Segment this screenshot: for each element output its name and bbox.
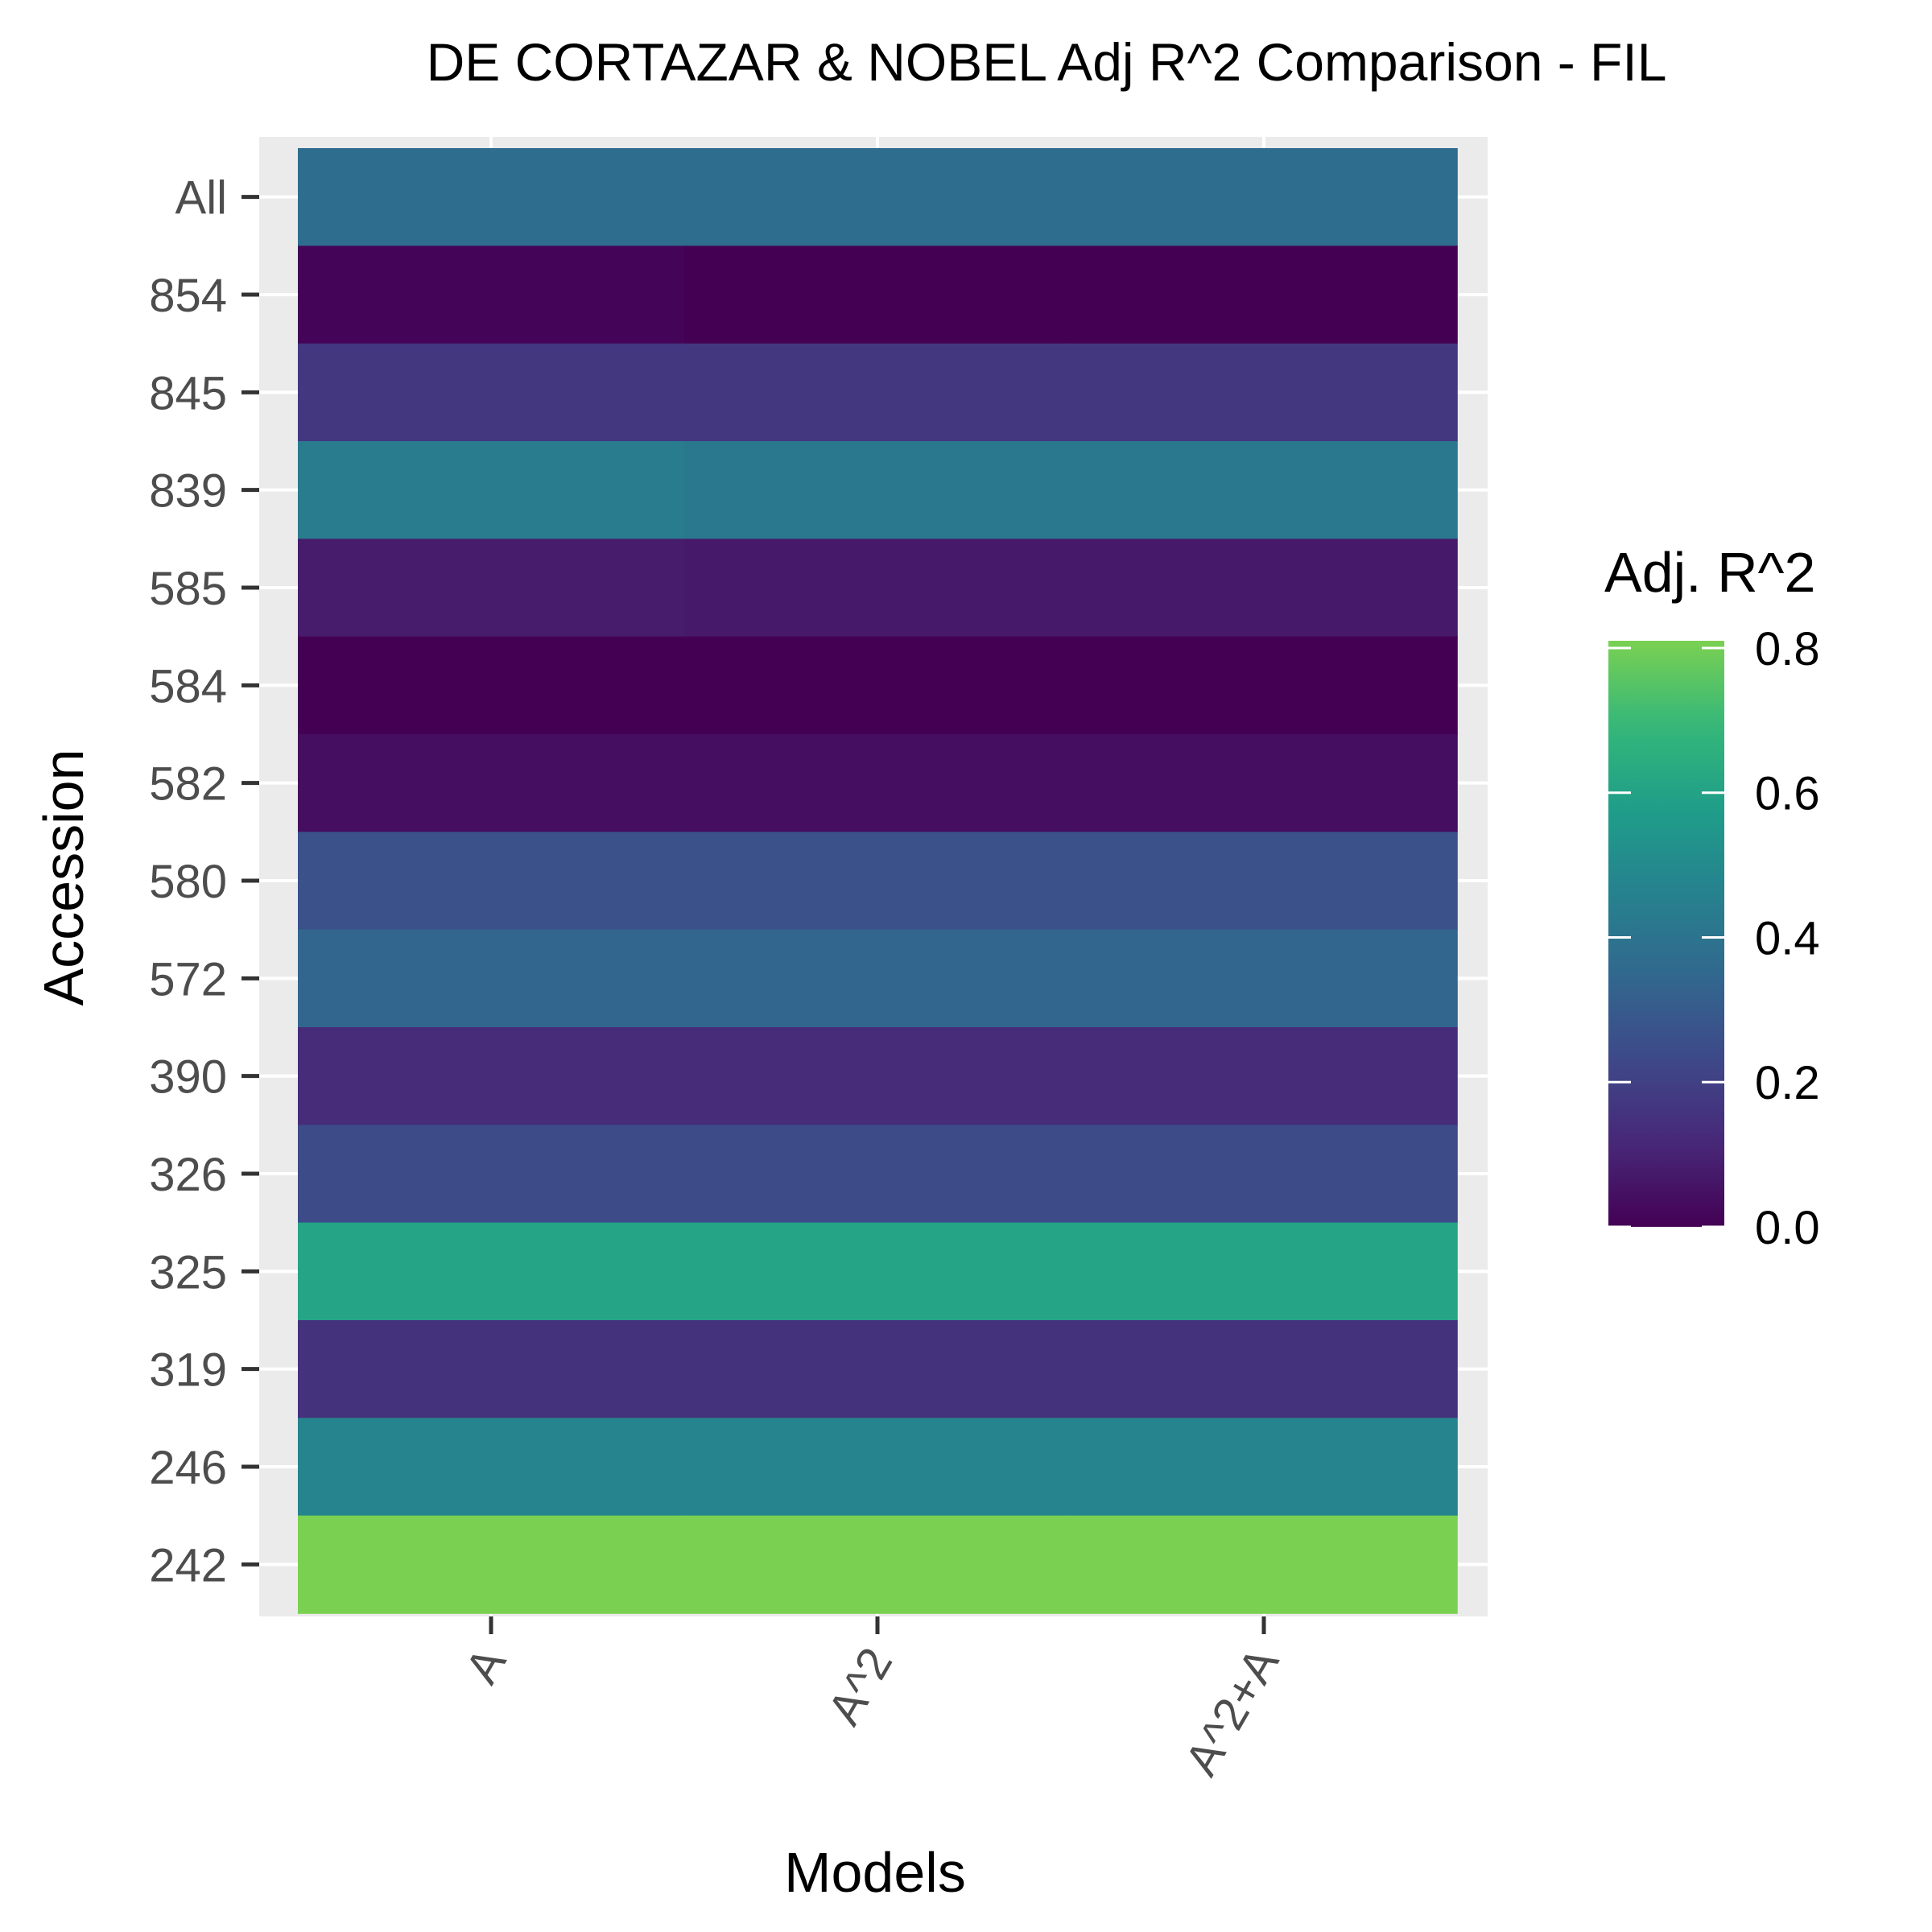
heatmap-cell xyxy=(684,1222,1071,1321)
heatmap-cell xyxy=(1071,1515,1458,1614)
x-tick-label: A^2+A xyxy=(1175,1639,1290,1785)
y-tick-label: 326 xyxy=(149,1149,227,1201)
colorbar-ticks: 0.0 0.2 0.4 0.6 0.8 xyxy=(1608,623,1820,1254)
y-tick-label: 584 xyxy=(149,660,227,712)
heatmap-cell xyxy=(298,246,685,345)
y-tick-label: 572 xyxy=(149,953,227,1005)
heatmap-cell xyxy=(298,1027,685,1126)
heatmap-cell xyxy=(1071,1418,1458,1517)
heatmap-cell xyxy=(298,1222,685,1321)
heatmap-cell xyxy=(298,1320,685,1419)
y-tick-label: 242 xyxy=(149,1539,227,1591)
heatmap-cell xyxy=(1071,636,1458,735)
heatmap-cell xyxy=(684,929,1071,1028)
heatmap-cell xyxy=(298,343,685,442)
chart-title: DE CORTAZAR & NOBEL Adj R^2 Comparison -… xyxy=(427,32,1667,92)
heatmap-cell xyxy=(1071,1320,1458,1419)
heatmap-cell xyxy=(298,734,685,833)
heatmap-tiles xyxy=(298,148,1458,1614)
heatmap-cell xyxy=(1071,539,1458,638)
y-tick-label: 580 xyxy=(149,856,227,908)
y-tick-label: All xyxy=(175,172,227,225)
heatmap-cell xyxy=(684,1125,1071,1224)
heatmap-cell xyxy=(684,1515,1071,1614)
heatmap-cell xyxy=(1071,734,1458,833)
x-tick-label: A xyxy=(456,1639,517,1692)
heatmap-cell xyxy=(684,1418,1071,1517)
heatmap-cell xyxy=(684,441,1071,540)
heatmap-cell xyxy=(684,246,1071,345)
heatmap-cell xyxy=(298,1515,685,1614)
heatmap-cell xyxy=(684,636,1071,735)
heatmap-cell xyxy=(1071,148,1458,247)
heatmap-cell xyxy=(684,1320,1071,1419)
y-tick-label: 845 xyxy=(149,367,227,419)
heatmap-cell xyxy=(298,441,685,540)
heatmap-cell xyxy=(1071,441,1458,540)
heatmap-cell xyxy=(298,148,685,247)
x-axis: A A^2 A^2+A xyxy=(456,1616,1290,1785)
heatmap-cell xyxy=(1071,1027,1458,1126)
heatmap-cell xyxy=(684,734,1071,833)
heatmap-cell xyxy=(298,539,685,638)
heatmap-cell xyxy=(684,832,1071,931)
heatmap-cell xyxy=(684,539,1071,638)
heatmap-cell xyxy=(298,1125,685,1224)
colorbar-tick-label: 0.0 xyxy=(1755,1202,1820,1254)
y-tick-label: 319 xyxy=(149,1344,227,1397)
heatmap-cell xyxy=(298,832,685,931)
y-tick-label: 325 xyxy=(149,1246,227,1298)
heatmap-cell xyxy=(298,929,685,1028)
x-axis-title: Models xyxy=(784,1841,966,1904)
heatmap-cell xyxy=(298,1418,685,1517)
heatmap-cell xyxy=(684,148,1071,247)
y-tick-label: 854 xyxy=(149,270,227,322)
colorbar-title: Adj. R^2 xyxy=(1604,541,1815,604)
colorbar-tick-label: 0.2 xyxy=(1755,1057,1820,1109)
y-tick-label: 585 xyxy=(149,563,227,615)
colorbar-gradient xyxy=(1608,641,1724,1227)
y-tick-label: 582 xyxy=(149,758,227,811)
colorbar-tick-label: 0.8 xyxy=(1755,623,1820,675)
colorbar-tick-label: 0.6 xyxy=(1755,768,1820,820)
heatmap-cell xyxy=(684,1027,1071,1126)
heatmap-cell xyxy=(1071,1125,1458,1224)
heatmap-cell xyxy=(1071,343,1458,442)
heatmap-cell xyxy=(1071,246,1458,345)
colorbar-legend: Adj. R^2 0.0 0.2 0.4 0.6 0.8 xyxy=(1604,541,1820,1254)
colorbar-tick-label: 0.4 xyxy=(1755,912,1820,964)
x-tick-label: A^2 xyxy=(818,1639,902,1734)
y-axis-title: Accession xyxy=(32,749,95,1005)
heatmap-cell xyxy=(684,343,1071,442)
y-tick-label: 839 xyxy=(149,465,227,518)
y-tick-label: 390 xyxy=(149,1051,227,1104)
heatmap-cell xyxy=(1071,832,1458,931)
heatmap-cell xyxy=(1071,1222,1458,1321)
y-tick-label: 246 xyxy=(149,1442,227,1494)
heatmap-cell xyxy=(298,636,685,735)
y-axis: All 854 845 839 585 584 582 580 572 390 326 325 319 2… xyxy=(149,172,259,1591)
heatmap-cell xyxy=(1071,929,1458,1028)
